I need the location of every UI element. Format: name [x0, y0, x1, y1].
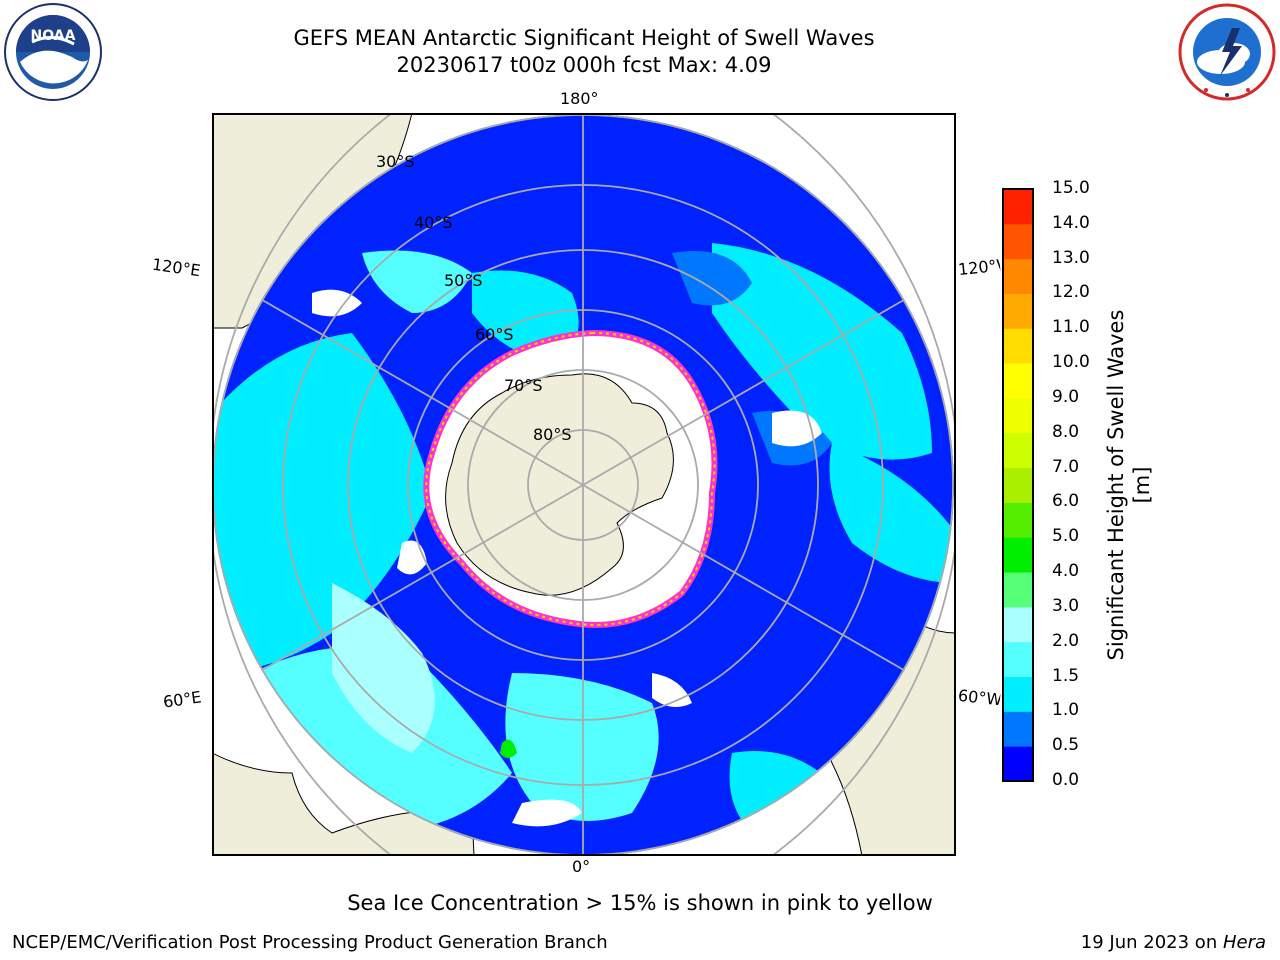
colorbar-block [1003, 746, 1033, 782]
colorbar-tick-label: 9.0 [1052, 386, 1080, 407]
colorbar-block [1003, 711, 1033, 747]
colorbar-block [1003, 223, 1033, 260]
colorbar-block [1003, 502, 1033, 538]
date-text: 19 Jun 2023 on Hera [1080, 932, 1266, 953]
lat-label-30s: 30°S [376, 152, 415, 171]
noaa-logo-icon: NOAA [4, 3, 102, 101]
lon-label-60e: 60°E [161, 687, 203, 712]
colorbar-tick-label: 15.0 [1052, 178, 1090, 198]
colorbar-label: Significant Height of Swell Waves [m] [1104, 309, 1154, 661]
colorbar-block [1003, 537, 1033, 573]
colorbar-tick-label: 4.0 [1052, 561, 1080, 582]
chart-title: GEFS MEAN Antarctic Significant Height o… [293, 26, 875, 50]
lat-label-80s: 80°S [533, 425, 572, 444]
colorbar [1002, 188, 1034, 782]
lat-label-50s: 50°S [444, 271, 483, 290]
colorbar-block [1003, 432, 1033, 469]
credit-text: NCEP/EMC/Verification Post Processing Pr… [12, 932, 608, 953]
lon-label-120e: 120°E [150, 254, 202, 281]
colorbar-block [1003, 293, 1033, 329]
colorbar-tick-label: 1.5 [1052, 665, 1080, 686]
colorbar-tick-label: 6.0 [1052, 491, 1080, 512]
colorbar-block [1003, 363, 1033, 399]
colorbar-block [1003, 189, 1033, 225]
lat-label-70s: 70°S [504, 376, 543, 395]
colorbar-tick-label: 12.0 [1052, 282, 1090, 303]
colorbar-tick-label: 11.0 [1052, 317, 1090, 338]
chart-subtitle: 20230617 t00z 000h fcst Max: 4.09 [396, 53, 772, 77]
colorbar-block [1003, 572, 1033, 608]
colorbar-block [1003, 328, 1033, 364]
colorbar-tick-label: 13.0 [1052, 247, 1090, 268]
colorbar-block [1003, 467, 1033, 503]
nws-logo-icon [1178, 3, 1276, 101]
lon-label-120w: 120°W [957, 255, 1001, 280]
colorbar-tick-label: 2.0 [1052, 630, 1080, 651]
colorbar-tick-label: 7.0 [1052, 456, 1080, 477]
sea-ice-caption: Sea Ice Concentration > 15% is shown in … [347, 891, 933, 915]
lon-label-60w: 60°W [957, 685, 1001, 710]
colorbar-block [1003, 397, 1033, 434]
colorbar-tick-label: 3.0 [1052, 595, 1080, 616]
colorbar-block [1003, 606, 1033, 643]
polar-map [212, 113, 956, 856]
lon-label-0: 0° [572, 857, 591, 876]
colorbar-tick-label: 5.0 [1052, 526, 1080, 547]
svg-text:NOAA: NOAA [31, 28, 76, 44]
colorbar-block [1003, 676, 1033, 712]
colorbar-tick-label: 8.0 [1052, 421, 1080, 442]
lon-label-180: 180° [560, 89, 599, 108]
colorbar-tick-label: 14.0 [1052, 212, 1090, 233]
colorbar-tick-label: 10.0 [1052, 352, 1090, 373]
colorbar-tick-label: 1.0 [1052, 700, 1080, 721]
lat-label-60s: 60°S [475, 325, 514, 344]
colorbar-tick-label: 0.0 [1052, 770, 1080, 790]
lat-label-40s: 40°S [414, 213, 453, 232]
swell-height-field [213, 114, 954, 855]
colorbar-block [1003, 641, 1033, 678]
colorbar-tick-label: 0.5 [1052, 735, 1080, 756]
colorbar-block [1003, 258, 1033, 294]
